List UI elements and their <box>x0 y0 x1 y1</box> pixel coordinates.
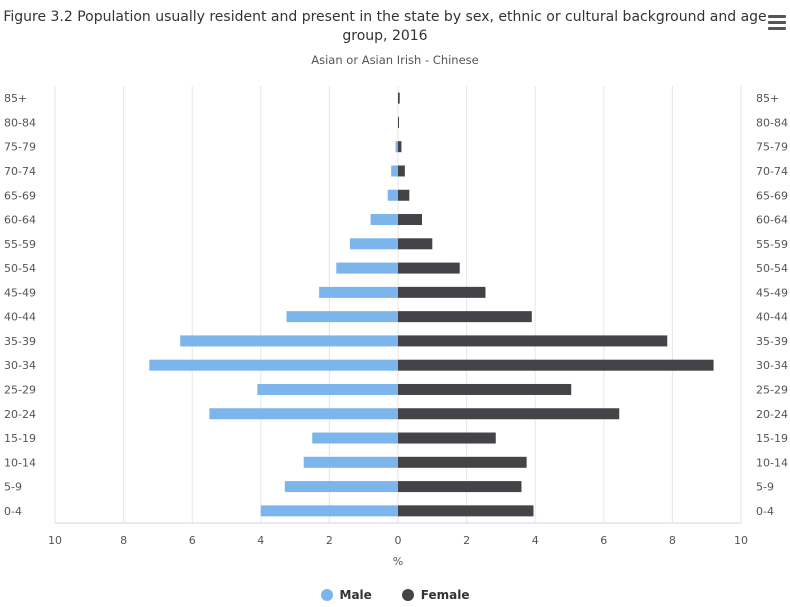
y-tick-label-left: 5-9 <box>4 481 22 494</box>
y-tick-label-right: 0-4 <box>756 505 774 518</box>
x-tick-label: 8 <box>669 534 676 547</box>
x-tick-label: 6 <box>600 534 607 547</box>
legend-item-male[interactable]: Male <box>320 588 372 602</box>
y-tick-label-right: 10-14 <box>756 456 788 469</box>
bar-female[interactable] <box>398 456 527 468</box>
bar-male[interactable] <box>303 456 398 468</box>
bar-female[interactable] <box>398 359 714 371</box>
y-tick-label-left: 60-64 <box>4 214 36 227</box>
y-tick-label-right: 5-9 <box>756 481 774 494</box>
y-tick-label-right: 35-39 <box>756 335 788 348</box>
bar-female[interactable] <box>398 116 400 128</box>
bar-male[interactable] <box>336 262 398 274</box>
y-tick-label-left: 75-79 <box>4 141 36 154</box>
y-tick-label-right: 25-29 <box>756 383 788 396</box>
y-tick-label-left: 70-74 <box>4 165 36 178</box>
chart-title: Figure 3.2 Population usually resident a… <box>3 9 767 44</box>
bar-female[interactable] <box>398 505 534 517</box>
bar-male[interactable] <box>180 335 398 347</box>
x-tick-label: 10 <box>48 534 62 547</box>
bar-female[interactable] <box>398 189 410 201</box>
bar-male[interactable] <box>349 238 398 250</box>
y-tick-label-right: 70-74 <box>756 165 788 178</box>
bar-female[interactable] <box>398 311 532 323</box>
bar-female[interactable] <box>398 383 572 395</box>
grid-lines <box>54 86 742 524</box>
y-tick-label-left: 35-39 <box>4 335 36 348</box>
chart-subtitle: Asian or Asian Irish - Chinese <box>311 53 479 67</box>
y-tick-label-left: 80-84 <box>4 116 36 129</box>
bar-female[interactable] <box>398 286 486 298</box>
bar-male[interactable] <box>395 141 398 153</box>
y-tick-label-right: 80-84 <box>756 116 788 129</box>
bar-female[interactable] <box>398 238 433 250</box>
legend-marker-female <box>401 589 414 601</box>
y-tick-label-left: 65-69 <box>4 189 36 202</box>
y-tick-label-left: 40-44 <box>4 311 36 324</box>
bar-male[interactable] <box>260 505 398 517</box>
x-tick-label: 10 <box>734 534 748 547</box>
population-pyramid-chart: 10 8 6 4 2 0 2 4 6 8 10 85+ 85+ 80-84 80-84 75-79 75-79 7… <box>4 86 788 568</box>
y-tick-label-left: 55-59 <box>4 238 36 251</box>
bar-male[interactable] <box>149 359 398 371</box>
x-tick-label: 2 <box>326 534 333 547</box>
y-tick-label-left: 20-24 <box>4 408 36 421</box>
y-tick-label-right: 55-59 <box>756 238 788 251</box>
x-tick-label: 2 <box>463 534 470 547</box>
y-tick-label-right: 60-64 <box>756 214 788 227</box>
bar-female[interactable] <box>398 481 522 493</box>
y-tick-label-left: 50-54 <box>4 262 36 275</box>
hamburger-menu-icon[interactable] <box>766 12 788 32</box>
bar-male[interactable] <box>284 481 398 493</box>
y-tick-label-left: 0-4 <box>4 505 22 518</box>
bar-male[interactable] <box>370 214 398 226</box>
legend-item-female[interactable]: Female <box>401 588 470 602</box>
bar-female[interactable] <box>398 335 668 347</box>
bar-male[interactable] <box>257 383 398 395</box>
x-tick-label: 8 <box>120 534 127 547</box>
bar-male[interactable] <box>319 286 398 298</box>
bar-male[interactable] <box>209 408 398 420</box>
bar-female[interactable] <box>398 214 423 226</box>
y-tick-label-right: 45-49 <box>756 286 788 299</box>
bar-female[interactable] <box>398 141 402 153</box>
bar-female[interactable] <box>398 165 405 177</box>
legend-marker-male <box>320 589 333 601</box>
y-tick-label-left: 25-29 <box>4 383 36 396</box>
bar-male[interactable] <box>387 189 398 201</box>
legend-label-male: Male <box>339 588 372 602</box>
bars <box>149 92 714 517</box>
x-tick-label: 4 <box>257 534 264 547</box>
bar-female[interactable] <box>398 432 496 444</box>
bar-female[interactable] <box>398 262 460 274</box>
y-tick-label-right: 75-79 <box>756 141 788 154</box>
legend: Male Female <box>0 588 790 602</box>
y-tick-label-left: 30-34 <box>4 359 36 372</box>
x-axis-title: % <box>393 555 403 568</box>
bar-male[interactable] <box>391 165 398 177</box>
bar-male[interactable] <box>312 432 398 444</box>
y-tick-label-right: 30-34 <box>756 359 788 372</box>
y-tick-label-left: 15-19 <box>4 432 36 445</box>
y-tick-label-right: 85+ <box>756 92 779 105</box>
y-tick-label-right: 15-19 <box>756 432 788 445</box>
y-tick-label-left: 45-49 <box>4 286 36 299</box>
y-tick-label-right: 50-54 <box>756 262 788 275</box>
x-tick-label: 4 <box>532 534 539 547</box>
y-tick-label-right: 65-69 <box>756 189 788 202</box>
bar-female[interactable] <box>398 92 400 104</box>
x-tick-label: 0 <box>395 534 402 547</box>
tick-labels: 10 8 6 4 2 0 2 4 6 8 10 85+ 85+ 80-84 80-84 75-79 75-79 7… <box>4 92 788 547</box>
y-tick-label-right: 40-44 <box>756 311 788 324</box>
legend-label-female: Female <box>420 588 470 602</box>
x-tick-label: 6 <box>189 534 196 547</box>
y-tick-label-left: 85+ <box>4 92 27 105</box>
y-tick-label-left: 10-14 <box>4 456 36 469</box>
bar-male[interactable] <box>286 311 398 323</box>
bar-female[interactable] <box>398 408 620 420</box>
y-tick-label-right: 20-24 <box>756 408 788 421</box>
